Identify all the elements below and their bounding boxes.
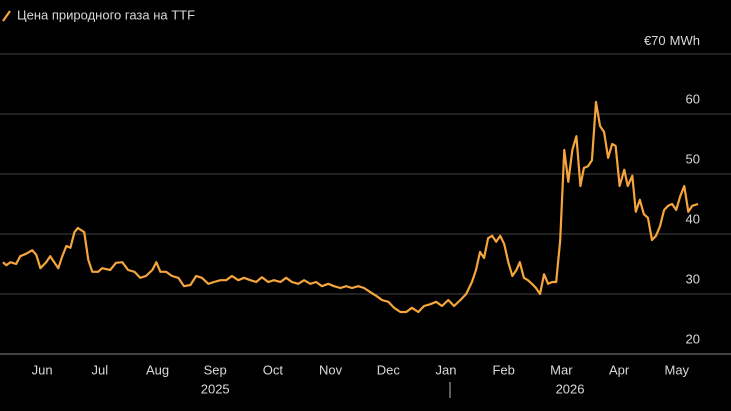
y-tick-label: €70 MWh (644, 33, 700, 48)
legend-swatch (2, 10, 11, 22)
year-label: 2026 (556, 381, 585, 396)
y-tick-label: 20 (686, 331, 700, 346)
x-tick-label: Feb (492, 362, 514, 377)
y-tick-label: 30 (686, 271, 700, 286)
line (2, 100, 699, 314)
legend-label: Цена природного газа на TTF (17, 7, 195, 22)
x-tick-label: Jul (92, 362, 109, 377)
x-tick-label: Jun (32, 362, 53, 377)
y-tick-label: 50 (686, 151, 700, 166)
year-label: 2025 (201, 381, 230, 396)
x-tick-label: Dec (377, 362, 401, 377)
x-tick-label: Jan (436, 362, 457, 377)
x-tick-label: Aug (146, 362, 169, 377)
tick-value: €70 (644, 33, 666, 48)
y-tick-label: 40 (686, 211, 700, 226)
x-tick-label: Sep (204, 362, 227, 377)
unit: MWh (670, 33, 700, 48)
y-tick-label: 60 (686, 91, 700, 106)
x-tick-label: May (664, 362, 689, 377)
x-tick-label: Apr (609, 362, 630, 377)
x-tick-label: Oct (263, 362, 284, 377)
x-tick-label: Nov (319, 362, 343, 377)
x-tick-label: Mar (550, 362, 573, 377)
